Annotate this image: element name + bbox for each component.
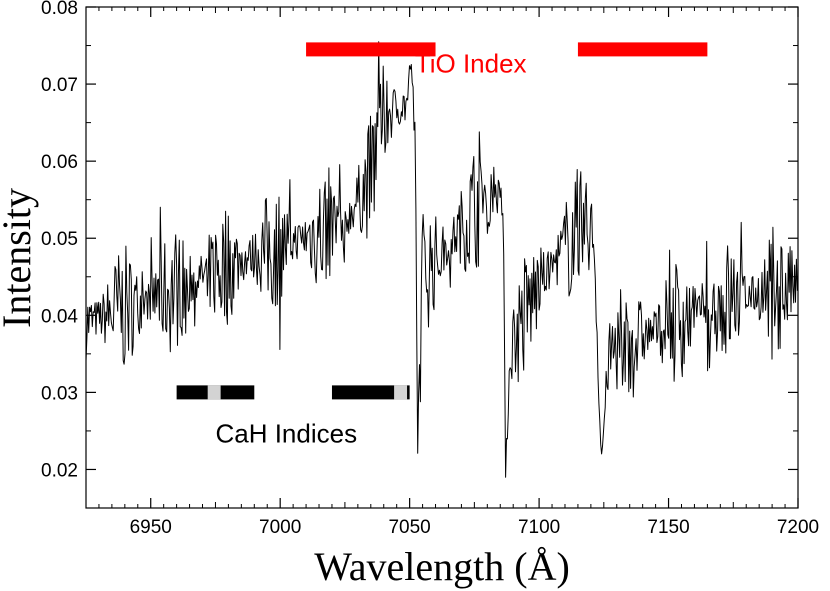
y-tick-label: 0.02 xyxy=(41,460,78,481)
tio-band-2 xyxy=(577,42,708,57)
spectrum-series xyxy=(85,41,798,478)
x-tick-label: 6950 xyxy=(130,517,172,538)
cah-band-1-gap xyxy=(207,385,221,400)
x-tick-label: 7000 xyxy=(259,517,301,538)
x-tick-label: 7200 xyxy=(777,517,819,538)
minor-ticks xyxy=(85,7,798,509)
tio-index-label: TiO Index xyxy=(415,49,527,79)
index-bands xyxy=(176,42,708,400)
cah-band-2-gap xyxy=(394,385,408,400)
x-tick-label: 7050 xyxy=(388,517,430,538)
y-axis-ticks: 0.02 0.03 0.04 0.05 0.06 0.07 0.08 xyxy=(41,0,798,481)
x-tick-label: 7150 xyxy=(647,517,689,538)
y-tick-label: 0.03 xyxy=(41,383,78,404)
y-tick-label: 0.07 xyxy=(41,75,78,96)
cah-band-2 xyxy=(331,385,410,400)
plot-frame xyxy=(85,6,799,509)
y-tick-label: 0.04 xyxy=(41,306,78,327)
y-tick-label: 0.05 xyxy=(41,229,78,250)
x-tick-label: 7100 xyxy=(518,517,560,538)
y-axis-title: Intensity xyxy=(0,188,39,328)
tio-band-1 xyxy=(306,42,436,57)
x-axis-title: Wavelength (Å) xyxy=(314,544,570,589)
x-axis-ticks: 6950 7000 7050 7100 7150 7200 xyxy=(130,7,819,538)
cah-indices-label: CaH Indices xyxy=(215,418,357,448)
y-tick-label: 0.08 xyxy=(41,0,78,19)
spectrum-line xyxy=(85,41,798,478)
annotations: TiO Index CaH Indices xyxy=(215,49,526,449)
y-tick-label: 0.06 xyxy=(41,152,78,173)
